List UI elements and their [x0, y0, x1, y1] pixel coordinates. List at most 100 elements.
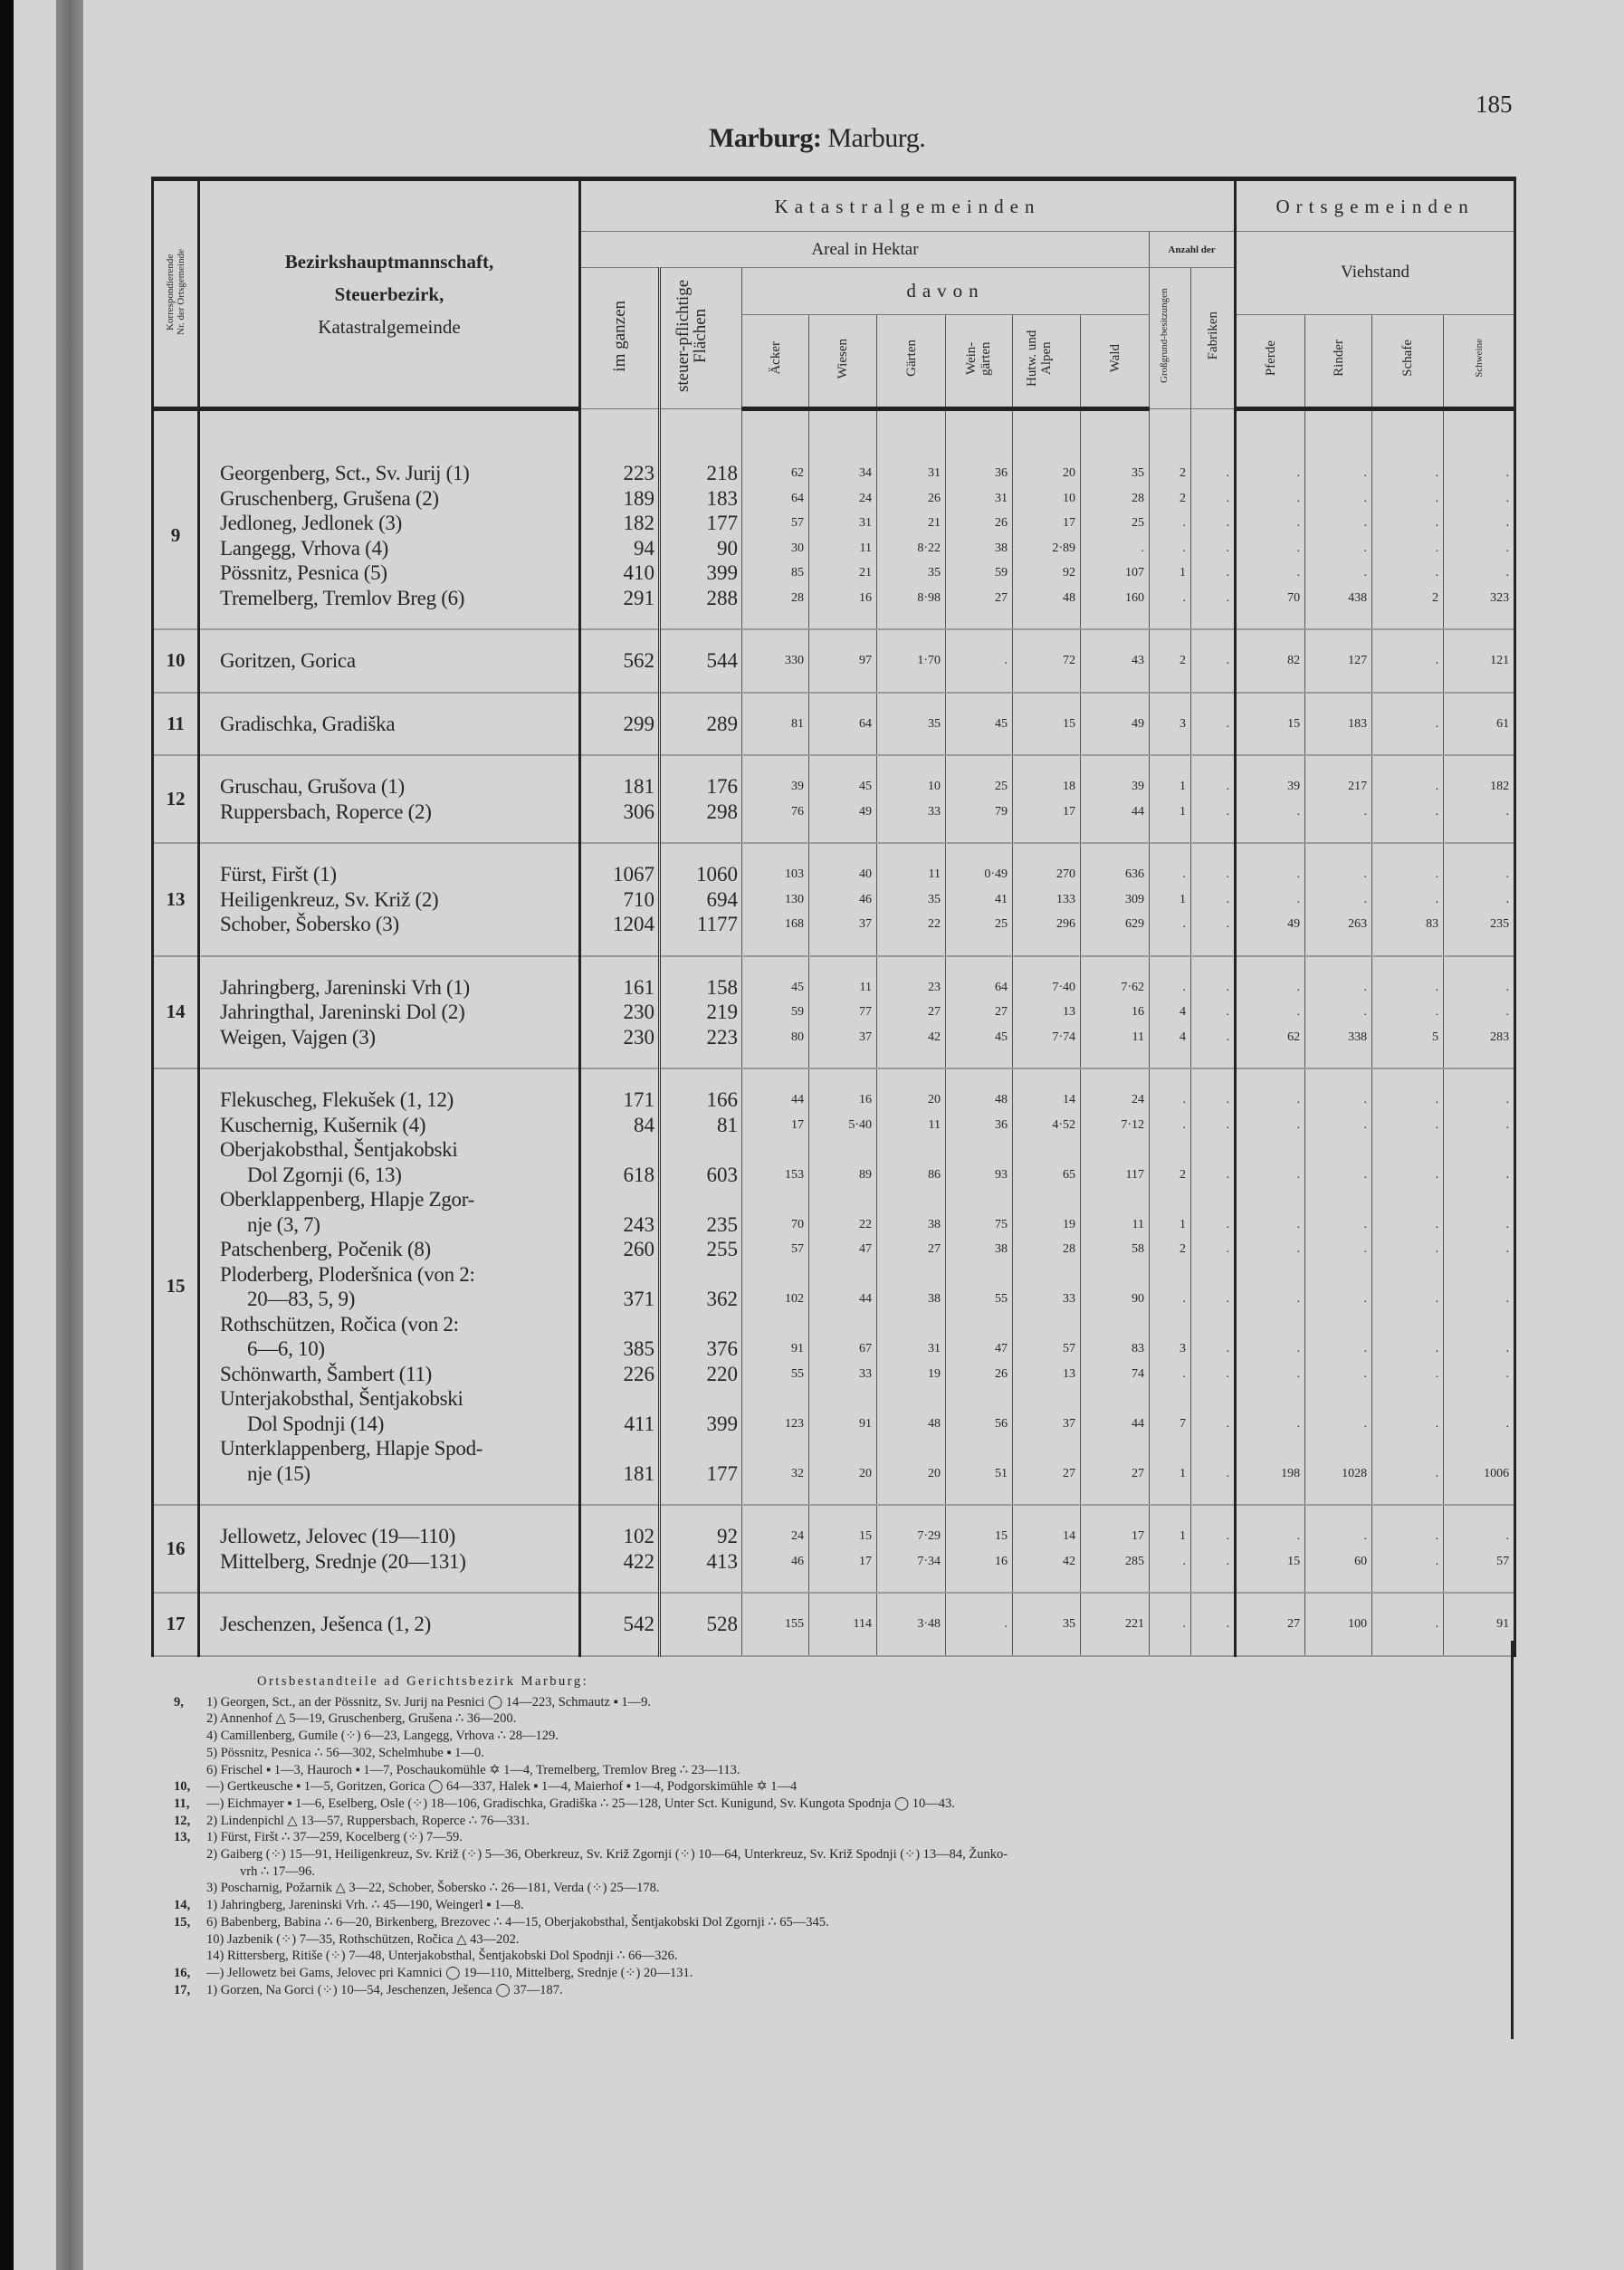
header-wiesen: Wiesen — [808, 314, 877, 412]
cell-steuerpflichtige: 1177 — [659, 912, 742, 956]
name-line: Jeschenzen, Ješenca (1, 2) — [220, 1613, 431, 1635]
cell-grossgrund: 7 — [1149, 1386, 1191, 1436]
cell-im-ganzen: 181 — [579, 1436, 661, 1505]
cell-schafe: . — [1371, 485, 1445, 511]
cell-hutweiden: 19 — [1012, 1187, 1081, 1237]
cell-grossgrund: . — [1149, 843, 1191, 887]
cell-wald: 58 — [1080, 1237, 1150, 1262]
name-line: Jedloneg, Jedlonek (3) — [220, 512, 402, 534]
footnote-entry: 6) Frischel ▪ 1—3, Hauroch ▪ 1—7, Poscha… — [174, 1762, 1505, 1779]
cell-steuerpflichtige: 1060 — [659, 843, 742, 887]
cell-grossgrund: . — [1149, 1548, 1191, 1593]
cell-wald: 160 — [1080, 585, 1150, 629]
table-row: 9 Georgenberg, Sct., Sv. Jurij (1) 223 218 6… — [152, 408, 1516, 629]
katastralgemeinde-name: Heiligenkreuz, Sv. Križ (2) — [198, 886, 581, 912]
footnote-entry: 11, —) Eichmayer ▪ 1—6, Eselberg, Osle (⁘… — [174, 1796, 1505, 1813]
table-row: Pössnitz, Pesnica (5) 410 399 85 21 35 59 92 107… — [153, 560, 1516, 586]
cell-weingaerten: 0·49 — [945, 843, 1013, 887]
header-grossgrund: Großgrund-besitzungen — [1149, 267, 1191, 409]
cell-gaerten: 42 — [876, 1024, 946, 1068]
cell-wiesen: 45 — [808, 755, 877, 800]
cell-aecker: 155 — [741, 1593, 809, 1656]
cell-rinder: . — [1304, 843, 1373, 887]
cell-fabriken: . — [1189, 755, 1237, 800]
cell-weingaerten: 38 — [945, 1237, 1013, 1262]
page-title-regular: Marburg. — [827, 123, 926, 153]
cell-rinder: . — [1304, 1187, 1373, 1237]
name-line: Pössnitz, Pesnica (5) — [220, 561, 387, 584]
cell-im-ganzen: 422 — [579, 1548, 661, 1593]
header-katastralgemeinden: Katastralgemeinden — [578, 178, 1237, 232]
katastralgemeinde-name: Langegg, Vrhova (4) — [198, 535, 581, 560]
cell-schafe: . — [1371, 1261, 1445, 1312]
cell-fabriken: . — [1189, 511, 1237, 536]
footnote-text: 2) Lindenpichl △ 13—57, Ruppersbach, Rop… — [206, 1813, 530, 1828]
footnote-group-number: 13, — [174, 1830, 191, 1845]
cell-aecker: 44 — [741, 1068, 809, 1113]
katastralgemeinde-name: Goritzen, Gorica — [198, 629, 581, 693]
page-title-bold: Marburg: — [709, 123, 822, 153]
header-weingaerten: Wein-gärten — [945, 314, 1013, 412]
name-line: Oberklappenberg, Hlapje Zgor- — [220, 1188, 475, 1211]
cell-grossgrund: . — [1149, 535, 1191, 560]
cell-schafe: . — [1371, 1436, 1445, 1505]
cell-schafe: . — [1371, 799, 1445, 843]
group-number: 10 — [152, 629, 200, 693]
cell-im-ganzen: 291 — [579, 585, 661, 629]
cell-wiesen: 16 — [808, 585, 877, 629]
cell-grossgrund: 2 — [1149, 1237, 1191, 1262]
footnote-entry: 2) Annenhof △ 5—19, Gruschenberg, Grušen… — [174, 1710, 1505, 1728]
header-hutweiden: Hutw. und Alpen — [1012, 314, 1081, 412]
katastralgemeinde-name: Schönwarth, Šambert (11) — [198, 1361, 581, 1386]
cell-weingaerten: 48 — [945, 1068, 1013, 1113]
cell-steuerpflichtige: 92 — [659, 1505, 742, 1549]
cell-hutweiden: 27 — [1012, 1436, 1081, 1505]
cell-fabriken: . — [1189, 1000, 1237, 1025]
cell-hutweiden: 42 — [1012, 1548, 1081, 1593]
cell-fabriken: . — [1189, 1024, 1237, 1068]
cell-gaerten: 7·29 — [876, 1505, 946, 1549]
footnote-entry: 9, 1) Georgen, Sct., an der Pössnitz, Sv.… — [174, 1694, 1505, 1711]
group-16: 16 Jellowetz, Jelovec (19—110) 102 92 24 15 7·… — [152, 1505, 1516, 1593]
cell-pferde: . — [1235, 1386, 1306, 1436]
cell-steuerpflichtige: 183 — [659, 485, 742, 511]
cell-hutweiden: 10 — [1012, 485, 1081, 511]
cell-im-ganzen: 306 — [579, 799, 661, 843]
cell-fabriken: . — [1189, 535, 1237, 560]
footnote-text: vrh ∴ 17—96. — [240, 1863, 315, 1879]
cell-aecker: 91 — [741, 1311, 809, 1362]
cell-wald: 17 — [1080, 1505, 1150, 1549]
cell-schweine: 1006 — [1443, 1436, 1516, 1505]
table-row: 16 Jellowetz, Jelovec (19—110) 102 92 24 15 7·… — [152, 1505, 1516, 1593]
footnote-entry: 13, 1) Fürst, Firšt ∴ 37—259, Kocelberg (… — [174, 1829, 1505, 1846]
cell-wiesen: 22 — [808, 1187, 877, 1237]
cell-weingaerten: 59 — [945, 560, 1013, 586]
cell-im-ganzen: 189 — [579, 485, 661, 511]
cell-wiesen: 15 — [808, 1505, 877, 1549]
footnote-group-number: 10, — [174, 1779, 191, 1795]
footnotes-list: 9, 1) Georgen, Sct., an der Pössnitz, Sv.… — [174, 1694, 1505, 1999]
footnote-text: 2) Gaiberg (⁘) 15—91, Heiligenkreuz, Sv.… — [206, 1847, 1008, 1863]
cell-gaerten: 27 — [876, 1000, 946, 1025]
cell-wiesen: 34 — [808, 408, 877, 486]
cell-schafe: . — [1371, 1386, 1445, 1436]
cell-gaerten: 86 — [876, 1137, 946, 1187]
cell-hutweiden: 14 — [1012, 1068, 1081, 1113]
cell-aecker: 24 — [741, 1505, 809, 1549]
cell-wald: 11 — [1080, 1187, 1150, 1237]
cell-schweine: . — [1443, 535, 1516, 560]
cell-grossgrund: . — [1149, 1068, 1191, 1113]
cell-aecker: 80 — [741, 1024, 809, 1068]
cell-gaerten: 11 — [876, 843, 946, 887]
cell-rinder: . — [1304, 955, 1373, 1000]
cell-rinder: . — [1304, 1068, 1373, 1113]
cell-grossgrund: . — [1149, 511, 1191, 536]
cell-fabriken: . — [1189, 1548, 1237, 1593]
katastralgemeinde-name: Unterklappenberg, Hlapje Spod-nje (15) — [198, 1436, 581, 1505]
cell-im-ganzen: 182 — [579, 511, 661, 536]
cell-rinder: 1028 — [1304, 1436, 1373, 1505]
cell-hutweiden: 35 — [1012, 1593, 1081, 1656]
cell-aecker: 59 — [741, 1000, 809, 1025]
name-line: Jellowetz, Jelovec (19—110) — [220, 1525, 455, 1547]
cell-wiesen: 33 — [808, 1361, 877, 1386]
